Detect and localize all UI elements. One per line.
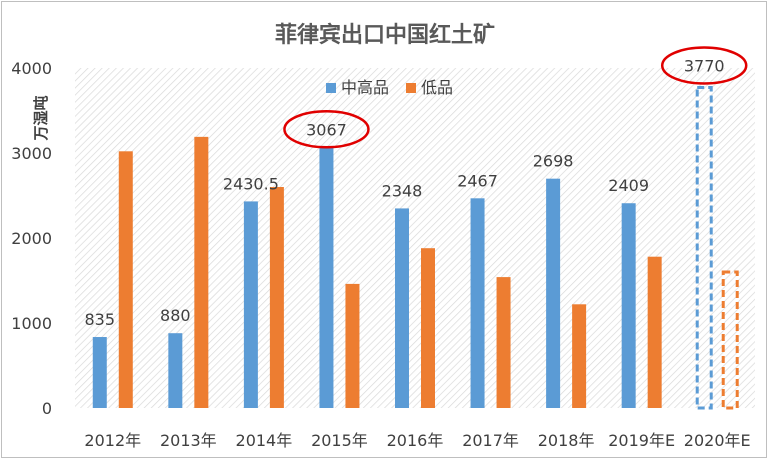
- chart-title: 菲律宾出口中国红土矿: [275, 22, 495, 48]
- data-label: 2467: [457, 171, 498, 190]
- highlight-ellipse: [660, 46, 748, 85]
- data-label: 880: [160, 306, 191, 325]
- x-tick-label: 2014年: [236, 431, 293, 450]
- bar-mid-high: [243, 201, 258, 408]
- bar-low: [194, 136, 209, 408]
- bar-mid-high: [92, 337, 107, 408]
- bar-mid-high: [168, 333, 183, 408]
- bar-mid-high: [319, 147, 334, 408]
- plot-area-background: [75, 68, 755, 408]
- data-label: 2409: [608, 176, 649, 195]
- bar-low: [572, 304, 587, 408]
- y-tick-label: 4000: [11, 59, 52, 78]
- data-label: 835: [85, 310, 116, 329]
- x-axis: 2012年 2013年 2014年 2015年 2016年 2017年 2018年 2019年…: [84, 431, 750, 450]
- x-tick-label: 2017年: [462, 431, 519, 450]
- bars: [92, 86, 739, 410]
- data-labels: 835 880 2430.5 3067 2348 2467 2698 2409 3770: [85, 46, 748, 329]
- bar-mid-high: [621, 203, 636, 408]
- legend: 中高品 低品: [326, 78, 453, 97]
- bar-mid-high-forecast: [695, 86, 713, 410]
- highlight-ellipse: [283, 110, 370, 149]
- y-tick-label: 3000: [11, 144, 52, 163]
- bar-low: [421, 248, 435, 408]
- bar-low: [345, 283, 360, 408]
- bar-mid-high: [470, 198, 485, 408]
- legend-label: 低品: [421, 78, 453, 97]
- x-tick-label: 2016年: [387, 431, 444, 450]
- bar-low: [269, 187, 284, 408]
- y-axis-label: 万湿吨: [32, 95, 50, 141]
- x-tick-label: 2018年: [538, 431, 595, 450]
- y-tick-label: 1000: [11, 314, 52, 333]
- legend-swatch: [406, 83, 416, 93]
- bar-mid-high: [546, 178, 561, 408]
- y-tick-label: 0: [42, 399, 52, 418]
- x-tick-label: 2015年: [311, 431, 368, 450]
- data-label: 3770: [684, 57, 725, 76]
- y-axis: 0 1000 2000 3000 4000: [11, 59, 52, 418]
- y-tick-label: 2000: [11, 229, 52, 248]
- x-tick-label: 2019年E: [608, 431, 675, 450]
- bar-low: [647, 256, 662, 408]
- legend-label: 中高品: [341, 78, 389, 97]
- data-label: 2430.5: [223, 174, 279, 193]
- bar-mid-high: [395, 208, 409, 408]
- data-label: 2348: [382, 181, 423, 200]
- bar-low: [118, 151, 133, 409]
- data-label: 2698: [533, 152, 574, 171]
- x-tick-label: 2013年: [160, 431, 217, 450]
- data-label: 3067: [306, 120, 347, 139]
- x-tick-label: 2020年E: [684, 431, 751, 450]
- bar-low: [496, 277, 511, 408]
- x-tick-label: 2012年: [84, 431, 141, 450]
- bar-low-forecast: [721, 270, 739, 410]
- legend-swatch: [326, 83, 336, 93]
